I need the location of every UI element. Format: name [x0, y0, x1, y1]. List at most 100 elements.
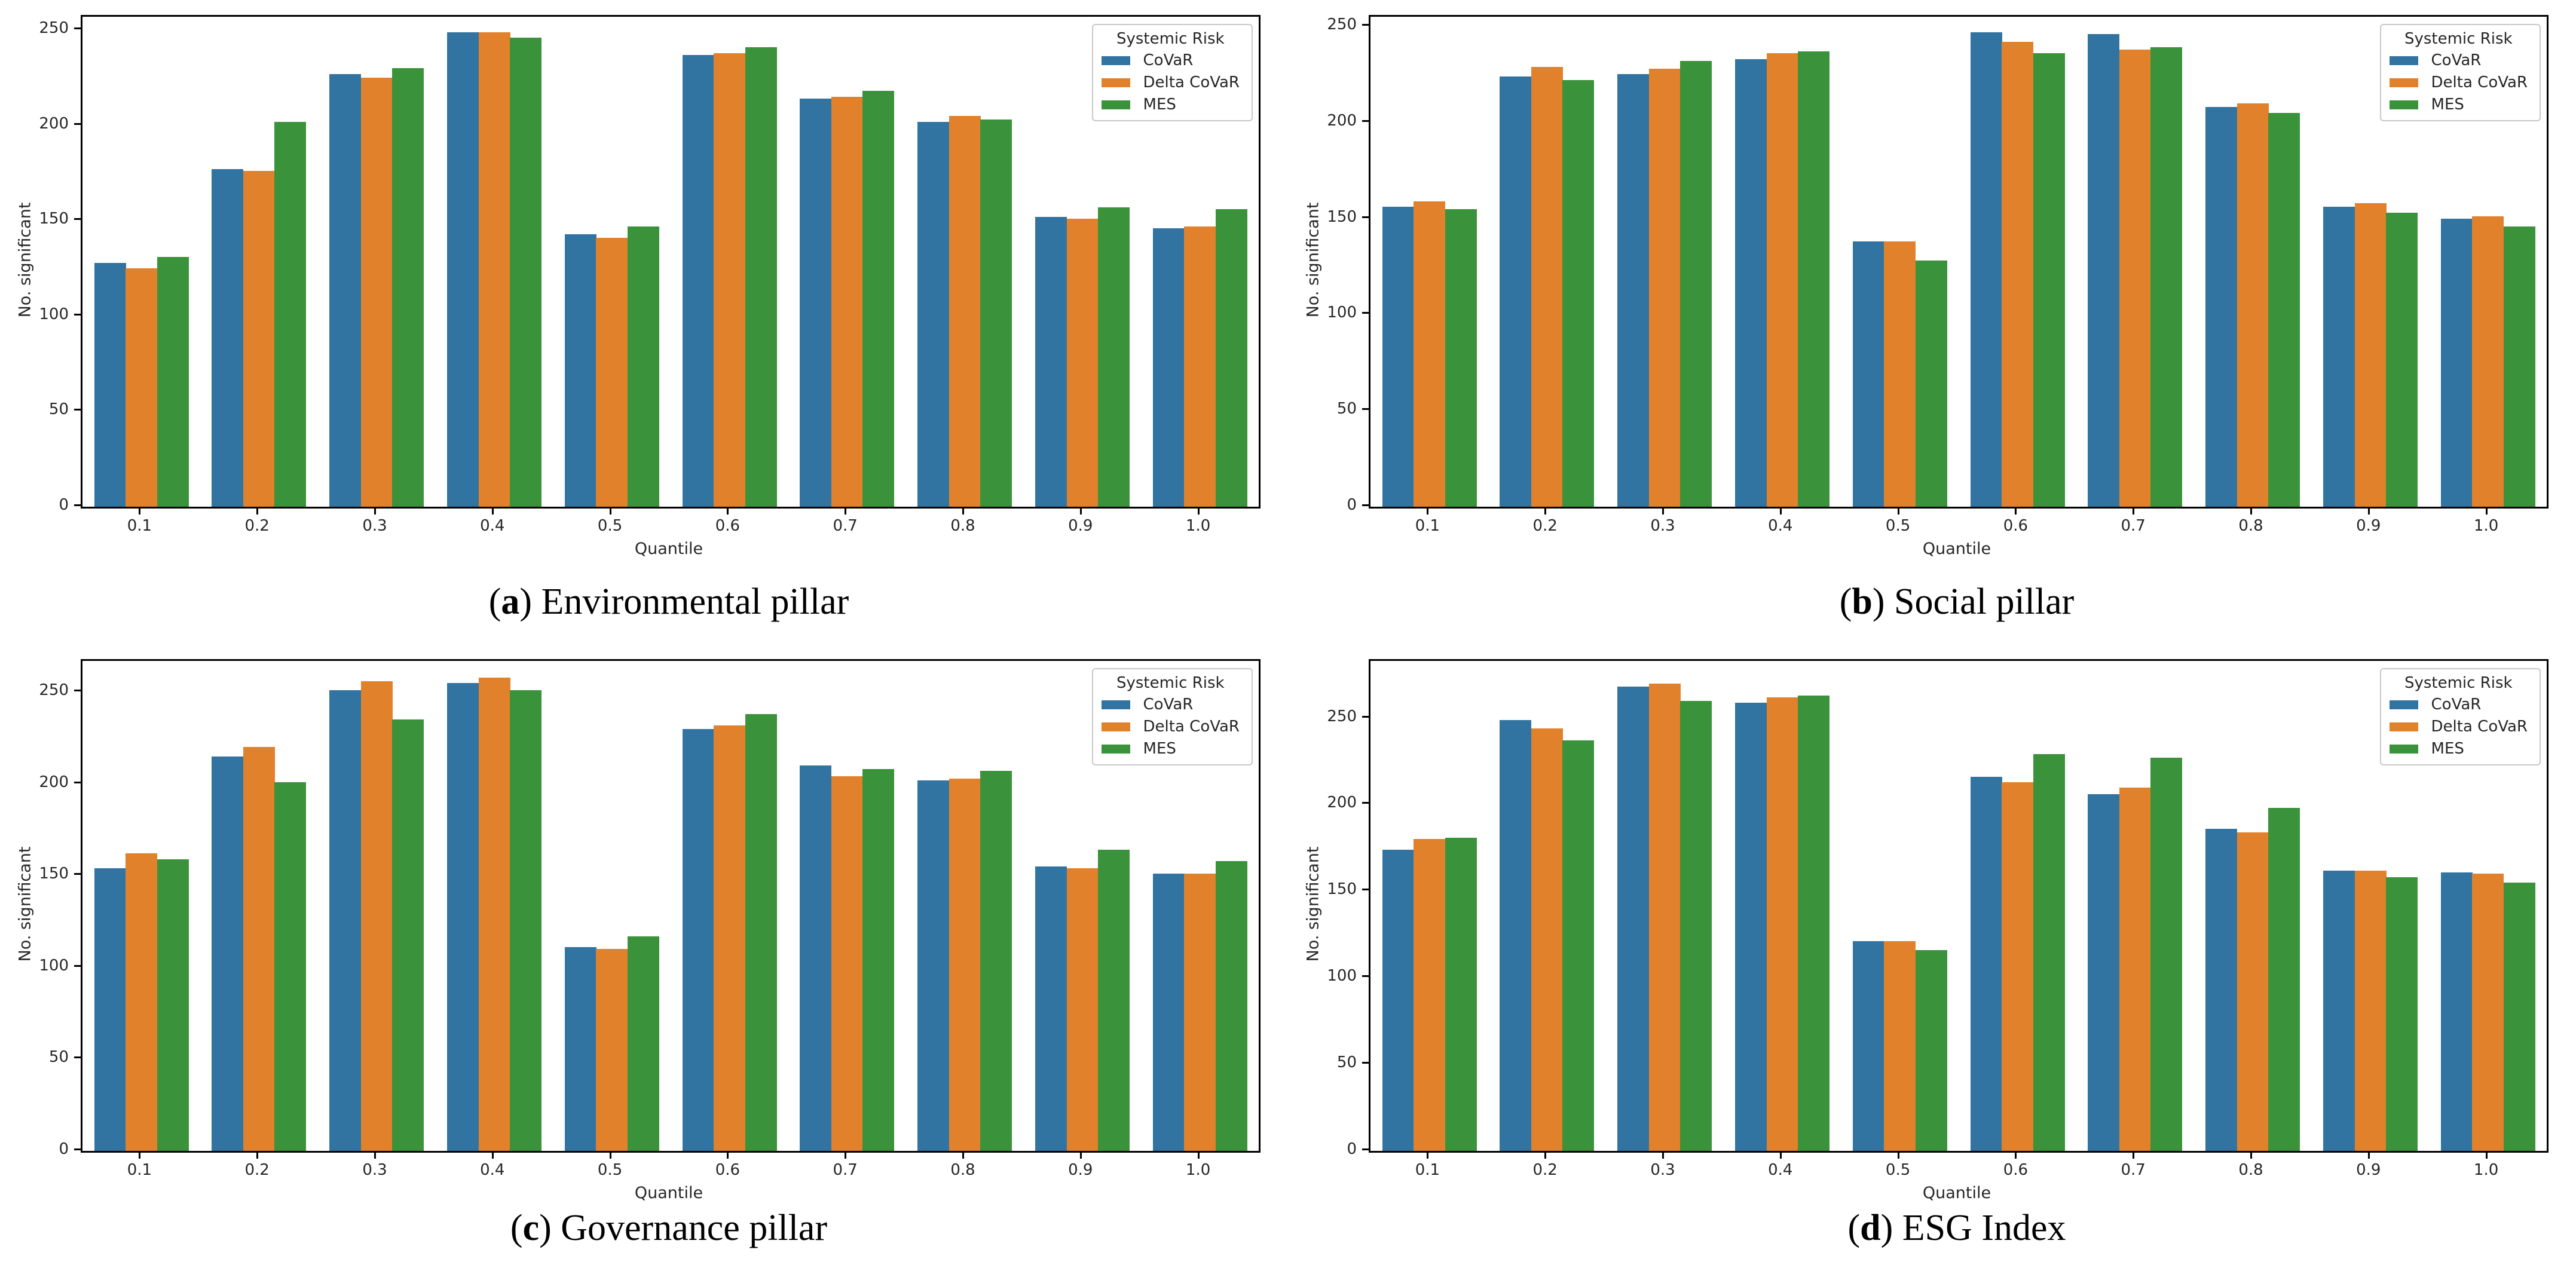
y-tick-mark — [74, 122, 82, 125]
legend-entry-mes: MES — [1101, 740, 1240, 758]
x-tick-label: 0.2 — [1532, 517, 1558, 535]
bar-covar — [1382, 207, 1414, 507]
bar-covar — [2323, 870, 2355, 1151]
x-tick-mark — [491, 1151, 494, 1159]
bar-delta-covar — [596, 238, 628, 507]
y-tick-mark — [1362, 408, 1370, 411]
bar-delta-covar — [2354, 203, 2387, 507]
legend-label-covar: CoVaR — [2431, 51, 2482, 69]
x-axis-label: Quantile — [1922, 540, 1991, 558]
x-tick-label: 0.5 — [1885, 1161, 1911, 1179]
x-tick-label: 0.9 — [1068, 517, 1093, 535]
legend-label-delta-covar: Delta CoVaR — [2431, 717, 2528, 736]
bar-mes — [1445, 837, 1477, 1151]
bar-delta-covar — [2119, 787, 2151, 1151]
bar-delta-covar — [126, 853, 158, 1151]
bar-covar — [2205, 107, 2238, 507]
bar-delta-covar — [1414, 839, 1446, 1151]
y-tick-mark — [1362, 216, 1370, 218]
bar-delta-covar — [126, 268, 158, 507]
legend-box: Systemic Risk CoVaR Delta CoVaR MES — [1091, 24, 1253, 121]
bar-mes — [392, 68, 424, 507]
y-tick-mark — [1362, 802, 1370, 804]
bar-delta-covar — [1648, 68, 1681, 507]
x-tick-label: 0.5 — [597, 517, 623, 535]
bar-delta-covar — [949, 115, 981, 507]
bar-covar — [1852, 241, 1884, 507]
y-tick-mark — [74, 781, 82, 783]
bar-covar — [94, 868, 126, 1151]
x-tick-mark — [1897, 1151, 1899, 1159]
x-tick-label: 0.4 — [1768, 517, 1793, 535]
x-tick-label: 0.4 — [1768, 1161, 1793, 1179]
x-tick-label: 0.9 — [2356, 517, 2381, 535]
bar-delta-covar — [1414, 201, 1446, 507]
x-axis-label: Quantile — [634, 1184, 703, 1202]
x-tick-mark — [2133, 507, 2135, 514]
bar-covar — [1970, 32, 2002, 507]
legend-title: Systemic Risk — [1116, 30, 1225, 48]
bar-delta-covar — [2354, 870, 2387, 1151]
y-tick-label: 0 — [1347, 1140, 1357, 1158]
y-tick-mark — [74, 504, 82, 506]
x-tick-mark — [1897, 507, 1899, 514]
bar-covar — [564, 947, 596, 1151]
legend-swatch-mes — [2389, 745, 2418, 754]
bar-mes — [980, 120, 1012, 507]
bar-delta-covar — [1766, 697, 1798, 1151]
bar-covar — [800, 99, 832, 507]
axes-plot-area: Systemic Risk CoVaR Delta CoVaR MES — [81, 15, 1261, 509]
legend-label-covar: CoVaR — [1143, 51, 1194, 69]
y-tick-mark — [1362, 975, 1370, 978]
x-tick-mark — [2133, 1151, 2135, 1159]
y-tick-mark — [74, 409, 82, 411]
bar-covar — [1617, 687, 1650, 1151]
legend-swatch-delta-covar — [2389, 722, 2418, 732]
bar-delta-covar — [2119, 49, 2151, 507]
x-tick-label: 0.8 — [2238, 517, 2263, 535]
bar-delta-covar — [1531, 728, 1563, 1151]
legend-label-covar: CoVaR — [2431, 696, 2482, 713]
x-tick-label: 0.7 — [2121, 517, 2146, 535]
bar-mes — [980, 771, 1012, 1151]
y-tick-label: 150 — [39, 865, 69, 883]
x-tick-label: 0.6 — [715, 517, 741, 535]
legend-entry-delta-covar: Delta CoVaR — [2389, 73, 2528, 92]
caption: (a) Environmental pillar — [81, 581, 1257, 623]
x-tick-label: 1.0 — [1185, 517, 1211, 535]
y-tick-label: 200 — [39, 114, 69, 133]
caption-close: ) — [1880, 1208, 1893, 1248]
x-tick-mark — [1079, 1151, 1082, 1159]
x-tick-label: 0.6 — [715, 1161, 741, 1179]
bar-delta-covar — [360, 681, 393, 1151]
y-tick-mark — [1362, 24, 1370, 26]
x-tick-label: 0.1 — [1415, 1161, 1440, 1179]
x-tick-label: 0.3 — [362, 517, 387, 535]
bar-covar — [1152, 228, 1185, 507]
x-tick-mark — [1427, 507, 1429, 514]
bar-covar — [1035, 217, 1067, 507]
x-tick-label: 0.3 — [1650, 1161, 1675, 1179]
legend-box: Systemic Risk CoVaR Delta CoVaR MES — [2379, 668, 2541, 765]
y-tick-label: 150 — [1327, 880, 1357, 899]
bar-mes — [1915, 950, 1947, 1151]
bar-delta-covar — [1066, 868, 1099, 1151]
bar-mes — [745, 714, 777, 1151]
x-tick-mark — [1662, 507, 1664, 514]
bar-covar — [329, 690, 362, 1151]
x-tick-label: 0.7 — [2121, 1161, 2146, 1179]
x-tick-mark — [2367, 1151, 2370, 1159]
x-tick-mark — [1662, 1151, 1664, 1159]
x-axis-label: Quantile — [1922, 1184, 1991, 1202]
x-tick-label: 0.2 — [244, 517, 270, 535]
y-tick-mark — [1362, 504, 1370, 506]
y-tick-label: 0 — [59, 496, 69, 514]
bar-mes — [1562, 740, 1595, 1151]
bar-mes — [157, 859, 189, 1151]
y-tick-mark — [74, 313, 82, 316]
bar-covar — [1500, 719, 1532, 1151]
x-tick-label: 0.5 — [1885, 517, 1911, 535]
x-tick-mark — [256, 507, 259, 514]
x-tick-mark — [1079, 507, 1082, 514]
y-tick-label: 250 — [39, 19, 69, 38]
